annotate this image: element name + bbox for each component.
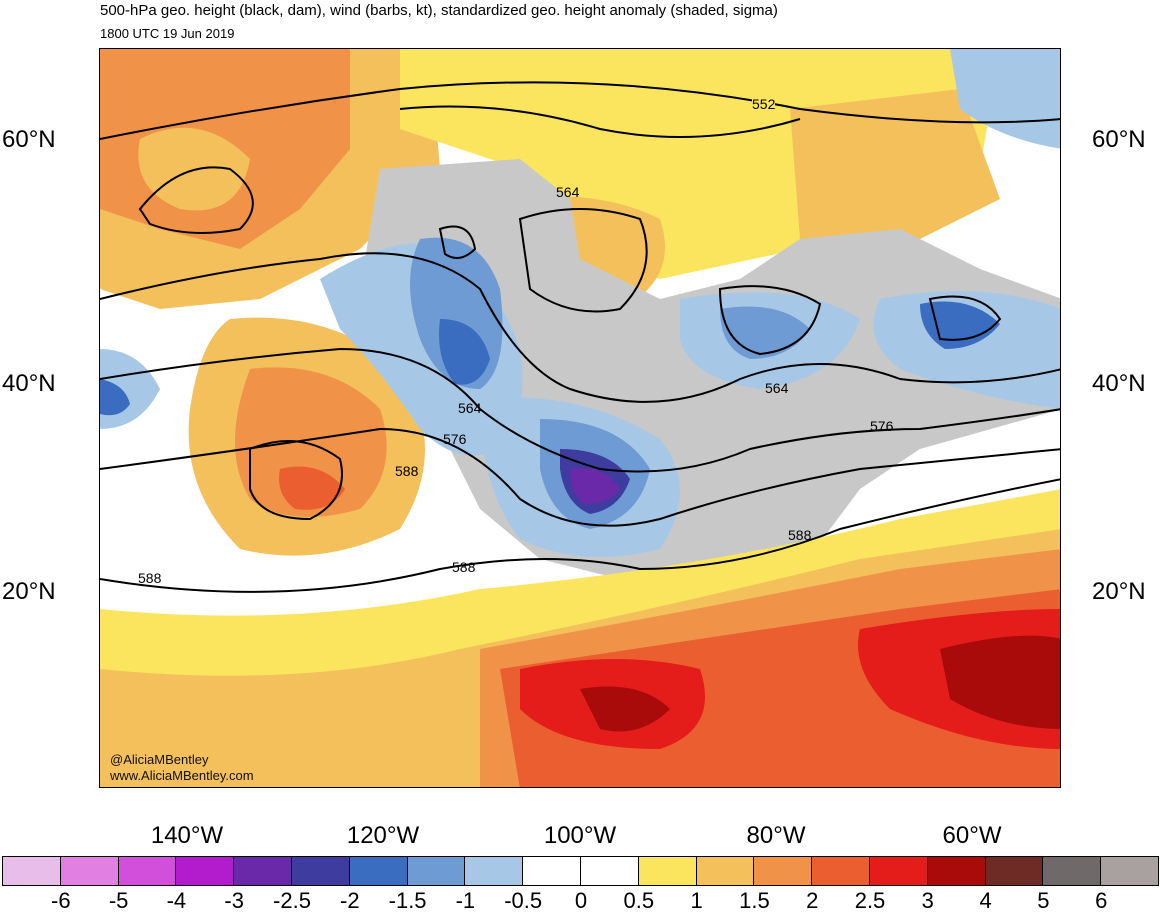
contour-label: 564	[458, 400, 482, 416]
valid-time: 1800 UTC 19 Jun 2019	[100, 26, 235, 41]
colorbar-tick-label: 5	[1037, 888, 1050, 913]
contour-label: 588	[138, 570, 162, 586]
colorbar-swatch	[1042, 856, 1102, 886]
colorbar-tick-label: 1.5	[739, 888, 770, 913]
colorbar-tick-label: -5	[108, 888, 129, 913]
contour-label: 588	[788, 527, 812, 543]
colorbar-swatch	[464, 856, 524, 886]
lon-label-60w: 60°W	[942, 822, 1002, 849]
colorbar-swatch	[117, 856, 177, 886]
credit-website: www.AliciaMBentley.com	[110, 768, 254, 783]
lon-label-140w: 140°W	[150, 822, 224, 849]
colorbar-swatch	[868, 856, 928, 886]
contour-label: 564	[765, 380, 789, 396]
contour-label: 588	[452, 559, 476, 575]
colorbar-tick-label: -1.5	[388, 888, 427, 913]
colorbar-tick-label: 6	[1095, 888, 1108, 913]
lat-label-40-left: 40°N	[2, 370, 56, 397]
lon-label-120w: 120°W	[346, 822, 420, 849]
lat-label-20-left: 20°N	[2, 578, 56, 605]
colorbar-tick-label: -3	[224, 888, 244, 913]
colorbar-tick-label: 0	[574, 888, 588, 913]
colorbar-swatch	[175, 856, 235, 886]
colorbar-tick-label: -6	[51, 888, 71, 913]
colorbar-tick-label: -2.5	[273, 888, 311, 913]
contour-label: 564	[556, 184, 580, 200]
colorbar-swatch	[984, 856, 1044, 886]
colorbar-tick-label: -1	[455, 888, 476, 913]
colorbar-tick-label: -2	[340, 888, 360, 913]
colorbar-swatch	[348, 856, 408, 886]
map-title: 500-hPa geo. height (black, dam), wind (…	[100, 2, 778, 19]
colorbar-tick-label: 0.5	[623, 888, 655, 913]
colorbar-tick-label: 1	[690, 888, 703, 913]
colorbar-swatch	[59, 856, 119, 886]
contour-label: 552	[752, 96, 776, 112]
colorbar-tick-label: 2	[806, 888, 819, 913]
colorbar-swatch	[406, 856, 466, 886]
colorbar-tick-label: -4	[166, 888, 187, 913]
colorbar-swatch	[522, 856, 581, 886]
lat-label-60-right: 60°N	[1092, 126, 1146, 153]
lat-label-20-right: 20°N	[1092, 578, 1146, 605]
anomaly-map	[99, 48, 1061, 788]
contour-label: 588	[395, 463, 419, 479]
credit-handle: @AliciaMBentley	[110, 752, 209, 767]
colorbar-tick-label: -0.5	[504, 888, 543, 913]
colorbar-swatch	[2, 856, 61, 886]
lat-label-40-right: 40°N	[1092, 370, 1146, 397]
lat-label-60-left: 60°N	[2, 126, 56, 153]
colorbar-tick-label: 3	[921, 888, 934, 913]
colorbar-swatch	[811, 856, 870, 886]
contour-label: 576	[443, 431, 467, 447]
colorbar-swatch	[233, 856, 292, 886]
colorbar-swatch	[926, 856, 986, 886]
colorbar-swatch	[579, 856, 639, 886]
colorbar-swatch	[695, 856, 755, 886]
lon-label-80w: 80°W	[746, 822, 806, 849]
lon-label-100w: 100°W	[543, 822, 617, 849]
colorbar-tick-label: 4	[979, 888, 992, 913]
colorbar-tick-label: 2.5	[854, 888, 886, 913]
colorbar	[2, 856, 1159, 886]
colorbar-swatch	[290, 856, 350, 886]
colorbar-swatch	[753, 856, 813, 886]
colorbar-swatch	[1100, 856, 1159, 886]
map-canvas	[100, 49, 1060, 787]
contour-label: 576	[870, 418, 894, 434]
colorbar-swatch	[637, 856, 697, 886]
